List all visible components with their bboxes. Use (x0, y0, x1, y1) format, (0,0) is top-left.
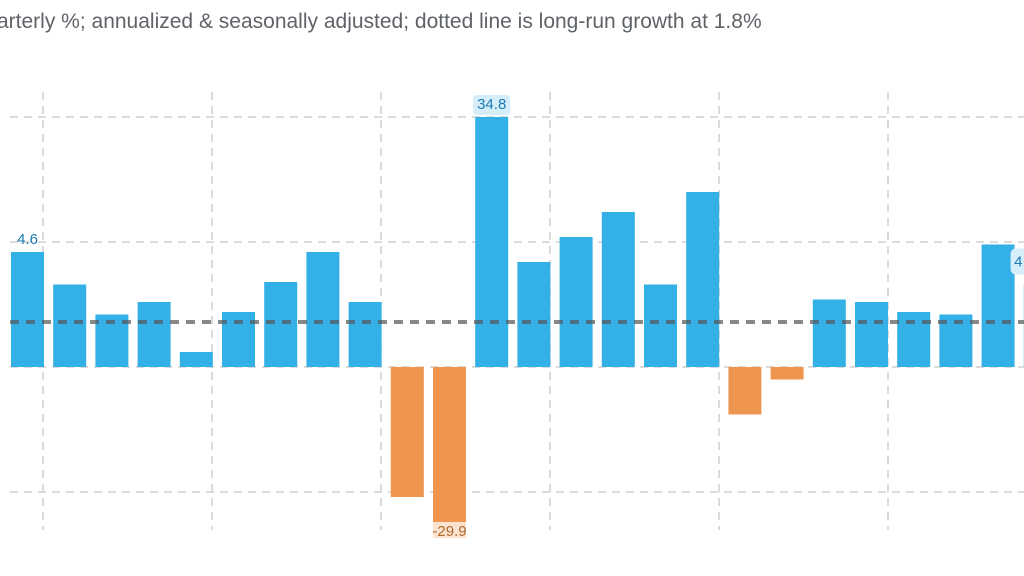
data-label: 4.9 (1014, 254, 1024, 271)
bar (517, 262, 551, 367)
bar (981, 244, 1015, 367)
data-label: 4.6 (17, 231, 38, 248)
bar (770, 367, 804, 380)
bar (11, 252, 44, 367)
bar (559, 237, 593, 367)
bar (348, 302, 382, 367)
bar (264, 282, 298, 367)
bar (601, 212, 635, 367)
data-label: 34.8 (477, 96, 506, 113)
bar (433, 367, 466, 522)
bar (855, 302, 888, 367)
data-label-background (473, 95, 511, 115)
bar (686, 192, 720, 367)
bar (812, 299, 846, 367)
bar (306, 252, 340, 367)
chart-subtitle: arterly %; annualized & seasonally adjus… (0, 10, 762, 33)
bar (390, 367, 424, 497)
bar (53, 284, 87, 367)
bar (475, 117, 509, 367)
data-label-background (1010, 248, 1024, 275)
data-label: -29.9 (432, 523, 466, 540)
data-label-background (433, 522, 466, 538)
bar (179, 352, 213, 367)
bar (137, 302, 171, 367)
bar (728, 367, 762, 415)
bar (644, 284, 677, 367)
